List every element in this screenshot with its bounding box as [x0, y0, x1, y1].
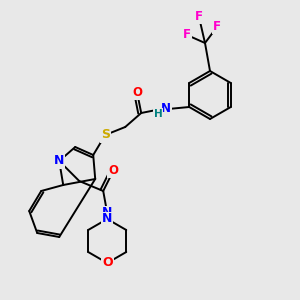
Text: N: N — [102, 212, 112, 226]
Text: O: O — [132, 86, 142, 100]
Text: O: O — [102, 256, 112, 269]
Text: F: F — [183, 28, 191, 41]
Text: F: F — [213, 20, 221, 34]
Text: S: S — [101, 128, 110, 142]
Text: N: N — [161, 103, 171, 116]
Text: F: F — [195, 11, 203, 23]
Text: O: O — [108, 164, 118, 178]
Text: N: N — [102, 206, 112, 220]
Text: H: H — [154, 109, 163, 119]
Text: N: N — [54, 154, 64, 167]
